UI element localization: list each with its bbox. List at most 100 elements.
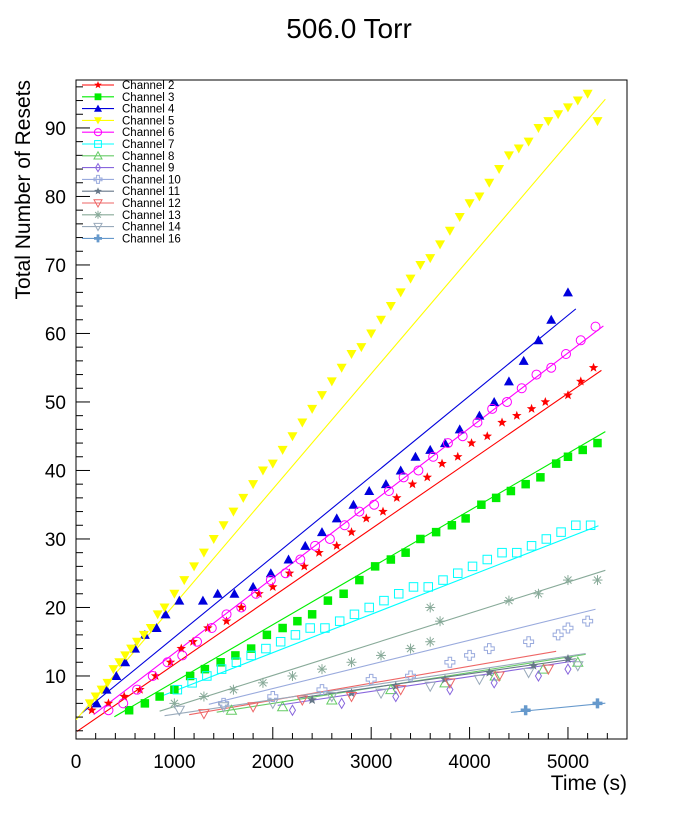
- data-point: [198, 709, 210, 720]
- data-point: [385, 302, 396, 312]
- data-point: [435, 616, 446, 627]
- data-point: [323, 596, 333, 605]
- data-point: [364, 486, 375, 496]
- data-point: [491, 493, 501, 503]
- data-point: [407, 479, 418, 489]
- data-point: [356, 343, 367, 353]
- data-point: [425, 636, 436, 647]
- legend-marker: [93, 199, 103, 209]
- data-point: [200, 664, 210, 674]
- x-tick-label: 3000: [350, 752, 392, 773]
- data-point: [540, 397, 551, 406]
- data-point: [325, 693, 338, 705]
- data-point: [375, 688, 387, 700]
- data-point: [423, 582, 433, 592]
- data-point: [268, 581, 278, 591]
- data-point: [284, 568, 295, 578]
- data-point: [425, 254, 436, 264]
- data-point: [408, 582, 419, 592]
- legend-marker: [93, 222, 103, 232]
- data-point: [262, 630, 272, 640]
- data-point: [501, 396, 512, 407]
- data-point: [188, 636, 198, 646]
- data-point: [533, 588, 544, 599]
- legend-label: Channel 3: [122, 92, 174, 104]
- data-point: [444, 226, 455, 236]
- data-point: [216, 658, 225, 667]
- data-point: [202, 671, 212, 681]
- legend-entry: Channel 4: [82, 104, 175, 116]
- data-point: [541, 534, 552, 544]
- data-point: [305, 623, 315, 633]
- data-point: [562, 287, 573, 297]
- data-point: [489, 396, 500, 406]
- data-point: [376, 650, 387, 661]
- legend-marker: [94, 187, 102, 195]
- data-point: [267, 691, 279, 703]
- data-point: [316, 527, 327, 537]
- data-point: [170, 685, 179, 694]
- data-point: [512, 410, 522, 420]
- data-point: [464, 649, 476, 661]
- data-point: [212, 588, 223, 598]
- data-point: [497, 547, 507, 558]
- legend-entry: Channel 11: [82, 186, 180, 198]
- data-point: [267, 459, 278, 469]
- x-axis: 0 1000 2000 3000 4000 5000: [71, 727, 628, 773]
- data-point: [316, 391, 327, 401]
- data-point: [307, 404, 318, 414]
- data-point: [187, 678, 197, 688]
- data-point: [248, 581, 259, 591]
- data-point: [533, 123, 544, 133]
- legend-entry: Channel 14: [82, 222, 181, 234]
- data-point: [553, 110, 564, 120]
- data-point: [296, 695, 309, 706]
- data-point: [542, 664, 555, 676]
- data-point: [339, 589, 348, 599]
- legend-marker: [94, 234, 102, 243]
- data-point: [466, 438, 477, 448]
- data-point: [179, 576, 190, 586]
- data-point: [257, 466, 268, 476]
- data-point: [120, 657, 131, 667]
- data-point: [526, 541, 537, 551]
- data-point: [376, 315, 387, 325]
- data-point: [506, 486, 516, 496]
- data-point: [536, 473, 545, 482]
- data-point: [447, 521, 457, 530]
- data-point: [461, 514, 470, 523]
- legend-label: Channel 11: [122, 186, 180, 198]
- data-point: [103, 698, 114, 708]
- data-point: [562, 575, 573, 586]
- data-point: [334, 616, 345, 626]
- y-tick-label: 80: [45, 187, 66, 208]
- data-point: [278, 623, 287, 633]
- data-point: [248, 480, 259, 490]
- data-point: [198, 691, 209, 702]
- legend-marker: [94, 93, 102, 101]
- data-point: [132, 637, 143, 647]
- x-tick-label: 4000: [448, 752, 490, 773]
- data-point: [457, 431, 468, 442]
- data-point: [310, 540, 321, 551]
- data-point: [155, 692, 164, 701]
- data-point: [238, 493, 249, 503]
- data-point: [192, 636, 203, 647]
- data-point: [266, 698, 279, 710]
- data-point: [231, 657, 242, 668]
- legend-label: Channel 16: [122, 233, 181, 245]
- data-point: [482, 554, 493, 565]
- fit-line: [114, 431, 606, 718]
- data-point: [280, 568, 291, 579]
- data-point: [173, 705, 186, 717]
- data-point: [120, 651, 131, 661]
- data-point: [177, 650, 188, 661]
- data-point: [172, 684, 183, 695]
- data-point: [138, 630, 149, 640]
- data-point: [473, 674, 486, 686]
- data-point: [236, 602, 247, 612]
- data-point: [221, 609, 232, 620]
- data-point: [523, 137, 534, 147]
- data-point: [590, 321, 601, 332]
